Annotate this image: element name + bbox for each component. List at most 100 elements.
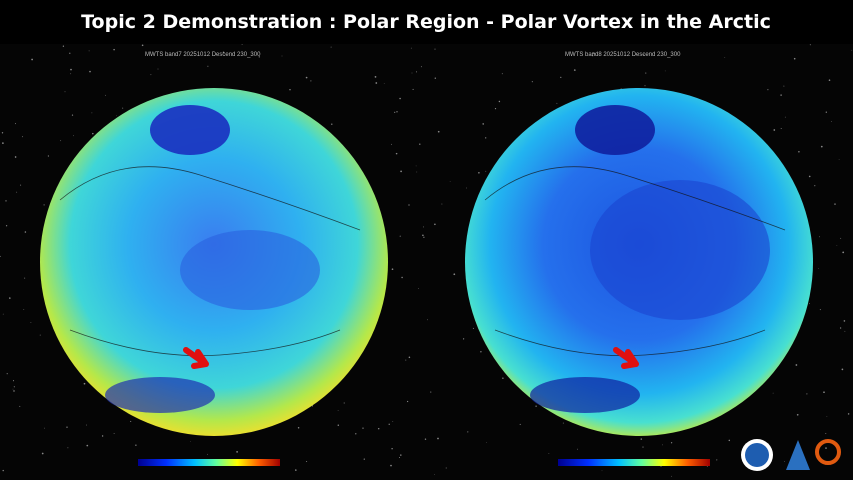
star bbox=[400, 454, 402, 456]
star bbox=[825, 447, 827, 449]
star bbox=[716, 459, 718, 461]
star bbox=[601, 470, 603, 472]
star bbox=[809, 303, 810, 305]
star bbox=[383, 82, 385, 84]
star bbox=[12, 388, 14, 390]
globe-left bbox=[40, 88, 388, 436]
star bbox=[408, 356, 411, 359]
star bbox=[498, 100, 501, 103]
star bbox=[47, 155, 50, 157]
star bbox=[437, 437, 439, 440]
star bbox=[1, 132, 4, 134]
star bbox=[20, 184, 22, 186]
star bbox=[337, 410, 339, 412]
star bbox=[67, 447, 69, 449]
colorbar bbox=[138, 459, 280, 466]
star bbox=[819, 309, 821, 311]
star bbox=[391, 268, 394, 271]
star bbox=[670, 442, 673, 444]
star bbox=[13, 386, 15, 388]
star bbox=[331, 123, 333, 125]
star bbox=[89, 70, 91, 73]
star bbox=[478, 172, 480, 174]
star bbox=[434, 223, 436, 226]
star bbox=[306, 460, 308, 463]
star bbox=[485, 137, 487, 139]
star bbox=[105, 94, 106, 96]
star bbox=[13, 390, 15, 392]
star bbox=[415, 165, 417, 167]
star bbox=[825, 433, 827, 434]
title: Topic 2 Demonstration : Polar Region - P… bbox=[81, 11, 771, 33]
star bbox=[70, 73, 72, 75]
star bbox=[773, 129, 776, 131]
star bbox=[44, 427, 45, 429]
star bbox=[441, 203, 443, 205]
star bbox=[71, 114, 74, 116]
star bbox=[818, 267, 819, 269]
star bbox=[258, 56, 260, 58]
star bbox=[101, 435, 104, 437]
star bbox=[0, 255, 1, 257]
star bbox=[844, 330, 846, 332]
star bbox=[400, 170, 402, 173]
star bbox=[825, 111, 827, 113]
star bbox=[69, 52, 71, 54]
logos bbox=[741, 439, 841, 471]
star bbox=[406, 400, 409, 403]
star bbox=[466, 187, 467, 189]
star bbox=[422, 226, 424, 228]
star bbox=[343, 402, 345, 404]
star bbox=[362, 427, 364, 429]
star bbox=[2, 469, 4, 472]
star bbox=[207, 453, 208, 455]
star bbox=[135, 444, 137, 446]
star bbox=[662, 444, 663, 446]
star bbox=[427, 319, 428, 321]
star bbox=[355, 433, 357, 435]
star bbox=[847, 413, 850, 415]
star bbox=[297, 427, 300, 429]
star bbox=[839, 327, 842, 329]
star bbox=[430, 391, 432, 393]
star bbox=[83, 382, 86, 385]
star bbox=[363, 458, 365, 460]
star bbox=[784, 461, 785, 462]
star bbox=[310, 80, 312, 82]
globe-right bbox=[465, 88, 813, 436]
star bbox=[643, 54, 645, 56]
star bbox=[806, 393, 808, 395]
star bbox=[501, 73, 503, 75]
star bbox=[842, 251, 845, 254]
star bbox=[834, 203, 836, 205]
star bbox=[24, 231, 27, 233]
colorbar bbox=[558, 459, 710, 466]
star bbox=[31, 58, 33, 61]
star bbox=[396, 111, 398, 113]
star bbox=[826, 416, 828, 417]
star bbox=[73, 135, 74, 137]
star bbox=[724, 57, 726, 58]
star bbox=[780, 94, 782, 96]
star bbox=[289, 88, 291, 91]
star bbox=[796, 413, 799, 416]
star bbox=[798, 150, 800, 153]
star bbox=[485, 441, 487, 443]
star bbox=[809, 44, 811, 46]
star bbox=[437, 130, 440, 133]
star bbox=[808, 175, 811, 178]
star bbox=[66, 426, 68, 428]
star bbox=[157, 68, 159, 70]
star bbox=[645, 72, 647, 74]
star bbox=[420, 66, 422, 68]
star bbox=[424, 438, 427, 440]
star bbox=[494, 108, 497, 110]
star bbox=[281, 55, 283, 57]
star bbox=[295, 469, 297, 471]
star bbox=[390, 464, 392, 467]
star bbox=[445, 467, 447, 469]
star bbox=[783, 85, 785, 87]
star bbox=[410, 47, 412, 49]
star bbox=[388, 423, 390, 425]
star bbox=[793, 57, 796, 60]
